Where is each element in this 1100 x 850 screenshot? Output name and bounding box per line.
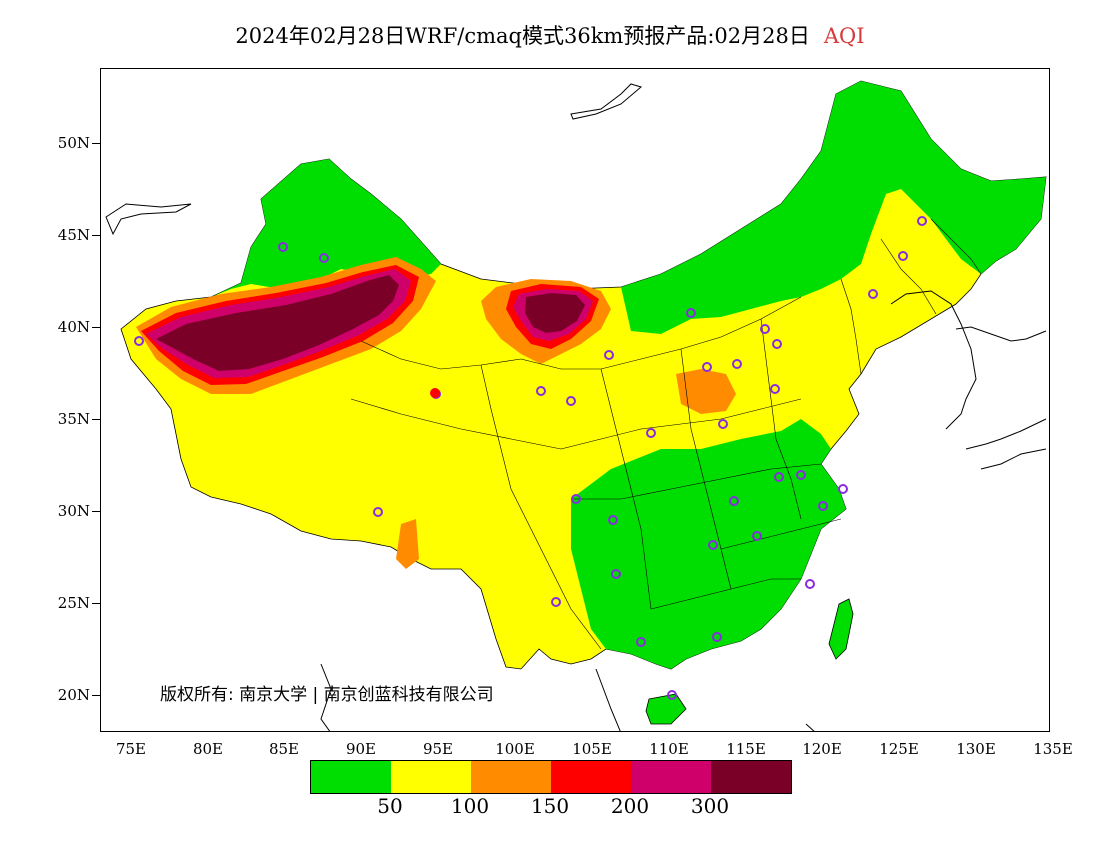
map-title: 2024年02月28日WRF/cmaq模式36km预报产品:02月28日 AQI [0,20,1100,50]
region-hazardous-ordos [525,293,585,333]
station-marker [732,359,742,369]
title-main: 2024年02月28日WRF/cmaq模式36km预报产品:02月28日 [235,24,810,48]
station-marker [712,632,722,642]
station-marker [729,496,739,506]
station-marker [566,396,576,406]
colorbar-label-100: 100 [450,794,490,818]
station-marker [760,324,770,334]
taiwan [828,598,854,660]
copyright-text: 版权所有: 南京大学 | 南京创蓝科技有限公司 [160,685,494,705]
station-marker [772,339,782,349]
station-marker [818,501,828,511]
lat-tick [92,695,100,696]
lat-label-35N: 35N [57,410,90,428]
lon-label-80E: 80E [192,740,224,758]
province-boundaries [350,218,982,650]
station-marker [536,386,546,396]
colorbar-label-300: 300 [690,794,730,818]
lon-label-85E: 85E [268,740,300,758]
lat-tick [92,603,100,604]
station-marker [134,336,144,346]
lon-label-135E: 135E [1033,740,1073,758]
station-marker [278,242,288,252]
monitoring-stations [134,216,927,700]
station-marker [718,419,728,429]
aqi-map [105,80,1047,731]
station-marker [917,216,927,226]
station-marker [686,308,696,318]
region-orange-henan [676,369,736,414]
coastlines [105,83,1047,731]
colorbar-segment-good [311,761,391,793]
colorbar-segment-unhealthy-sensitive [471,761,551,793]
lon-label-100E: 100E [495,740,535,758]
station-marker [898,251,908,261]
lat-label-30N: 30N [57,502,90,520]
station-marker [702,362,712,372]
lon-label-110E: 110E [649,740,689,758]
region-orange-tibet [396,519,419,569]
region-good-north [621,81,1046,334]
lat-tick [92,143,100,144]
station-marker [805,579,815,589]
colorbar-segment-hazardous [711,761,791,793]
station-marker [796,470,806,480]
map-frame [100,68,1050,732]
station-marker [373,507,383,517]
station-marker [752,531,762,541]
region-hazardous-taklimakan [156,275,399,371]
station-marker [571,494,581,504]
station-marker [770,384,780,394]
station-marker [636,637,646,647]
lat-label-25N: 25N [57,594,90,612]
lon-label-90E: 90E [345,740,377,758]
lon-label-130E: 130E [956,740,996,758]
lon-label-115E: 115E [726,740,766,758]
colorbar-segment-very-unhealthy [631,761,711,793]
lat-tick [92,327,100,328]
station-marker [604,350,614,360]
station-marker [319,253,329,263]
lat-tick [92,419,100,420]
hotspot-qinghai [430,388,440,398]
station-marker [868,289,878,299]
colorbar-segment-moderate [391,761,471,793]
colorbar-label-150: 150 [530,794,570,818]
lon-label-95E: 95E [422,740,454,758]
colorbar-label-200: 200 [610,794,650,818]
lon-label-75E: 75E [115,740,147,758]
station-marker [551,597,561,607]
station-marker [774,472,784,482]
lat-label-40N: 40N [57,318,90,336]
lat-tick [92,511,100,512]
title-product: AQI [823,24,865,48]
hainan [645,693,687,725]
station-marker [646,428,656,438]
lon-label-125E: 125E [879,740,919,758]
lon-label-120E: 120E [802,740,842,758]
colorbar-label-50: 50 [377,794,403,818]
lat-label-20N: 20N [57,686,90,704]
station-marker [611,569,621,579]
lat-label-45N: 45N [57,226,90,244]
colorbar-segment-unhealthy [551,761,631,793]
station-marker [667,690,677,700]
lon-label-105E: 105E [572,740,612,758]
aqi-colorbar [310,760,792,794]
station-marker [838,484,848,494]
lat-label-50N: 50N [57,134,90,152]
lat-tick [92,235,100,236]
station-marker [608,515,618,525]
station-marker [708,540,718,550]
